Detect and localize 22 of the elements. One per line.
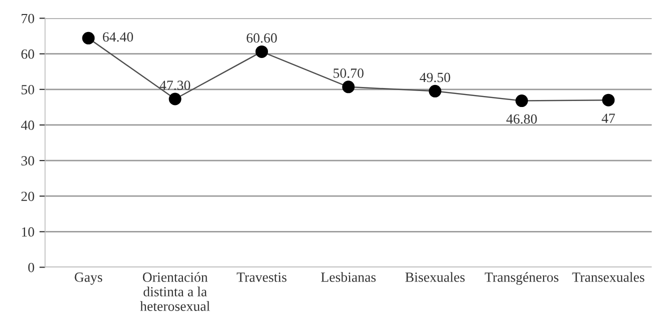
data-label: 49.50 <box>420 72 450 82</box>
x-tick-label: Travestis <box>236 272 286 282</box>
x-tick-label: Bisexuales <box>405 272 465 282</box>
x-tick-label: Transexuales <box>572 272 644 282</box>
data-label: 50.70 <box>334 68 364 78</box>
data-label: 47 <box>602 114 615 123</box>
data-label: 60.60 <box>246 33 277 43</box>
y-tick-label: 50 <box>22 84 34 94</box>
data-label: 47.30 <box>160 80 190 90</box>
x-tick-label: Transgéneros <box>484 272 558 285</box>
x-tick-label: Orientación distinta a la heterosexual <box>140 272 210 311</box>
y-tick-label: 20 <box>21 192 34 202</box>
data-label: 46.80 <box>506 114 537 124</box>
y-tick-label: 40 <box>21 120 34 130</box>
y-tick-label: 10 <box>22 227 34 237</box>
y-tick-label: 30 <box>21 156 34 166</box>
y-tick-label: 70 <box>22 14 34 24</box>
y-tick-label: 0 <box>28 262 34 272</box>
x-tick-label: Lesbianas <box>321 272 376 282</box>
x-tick-label: Gays <box>74 272 102 285</box>
data-label: 64.40 <box>102 32 134 42</box>
y-tick-label: 60 <box>21 49 34 59</box>
